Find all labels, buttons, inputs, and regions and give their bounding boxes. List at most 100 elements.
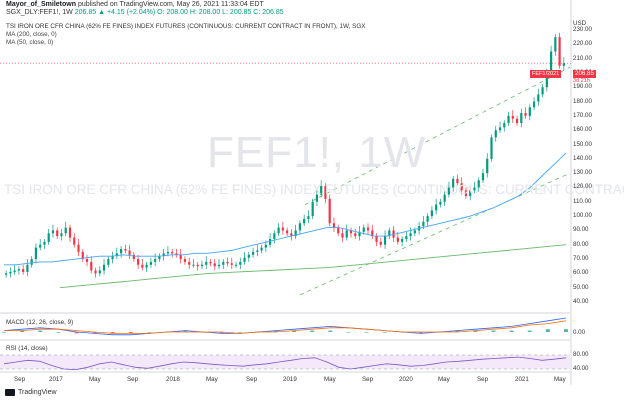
time-tick-label: May	[554, 376, 566, 383]
candle-body	[226, 261, 229, 264]
macd-histogram-bar	[564, 329, 568, 332]
candle-body	[307, 216, 310, 219]
candle-body	[290, 233, 293, 237]
candle-body	[562, 63, 565, 66]
candle-body	[490, 137, 493, 159]
candle-body	[473, 187, 476, 191]
candle-body	[273, 233, 276, 240]
candle-body	[298, 223, 302, 231]
macd-histogram-bar	[237, 332, 242, 333]
macd-histogram-bar	[128, 332, 133, 334]
candle-body	[217, 264, 221, 267]
candle-body	[26, 264, 29, 272]
ma200-legend[interactable]: MA (200, close, 0)	[6, 31, 57, 38]
candle-body	[179, 254, 182, 260]
candle-body	[541, 87, 544, 95]
candle-body	[392, 230, 395, 238]
candle-body	[81, 251, 84, 260]
candle-body	[73, 237, 76, 245]
price-tick-label: 80.00	[573, 240, 589, 248]
candle-body	[22, 269, 25, 272]
time-tick-label: 2018	[166, 376, 180, 383]
candle-body	[511, 115, 514, 119]
channel-lower-line	[299, 172, 571, 296]
time-tick-label: 2021	[515, 376, 529, 383]
candle-body	[413, 230, 416, 234]
candle-body	[175, 253, 178, 255]
rsi-tick-80: 80.00	[573, 351, 589, 358]
candle-body	[409, 233, 412, 237]
candle-body	[154, 259, 157, 262]
candle-body	[13, 270, 16, 272]
time-tick-label: Sep	[477, 376, 489, 383]
price-tick-label: 130.00	[573, 169, 592, 177]
candle-body	[498, 127, 502, 131]
candle-body	[124, 249, 127, 251]
candle-body	[34, 247, 38, 260]
macd-histogram-bar	[527, 330, 532, 332]
candle-body	[388, 230, 391, 237]
macd-histogram-bar	[38, 330, 43, 332]
time-tick-label: May	[324, 376, 336, 383]
candle-body	[358, 231, 361, 237]
candle-body	[239, 261, 242, 265]
macd-histogram-bar	[491, 330, 496, 332]
candle-body	[481, 173, 485, 181]
price-tick-label: 90.00	[573, 226, 589, 234]
candle-body	[192, 264, 195, 266]
macd-zero-tick: 0.00	[573, 329, 586, 336]
macd-line	[3, 317, 567, 336]
candle-body	[132, 254, 135, 260]
candle-body	[209, 261, 212, 264]
rsi-legend[interactable]: RSI (14, close)	[6, 345, 48, 352]
candle-body	[532, 101, 536, 108]
candle-body	[39, 244, 42, 248]
candle-body	[349, 230, 353, 234]
footer-brand[interactable]: TradingView	[18, 389, 57, 396]
time-tick-label: May	[89, 376, 101, 383]
macd-histogram-bar	[310, 330, 315, 332]
candle-body	[158, 256, 161, 260]
price-tick-label: 150.00	[573, 140, 592, 148]
candle-body	[243, 257, 246, 262]
candle-body	[549, 51, 553, 73]
price-tick-label: 100.00	[573, 212, 592, 220]
candle-body	[286, 230, 289, 234]
price-tick-label: 70.00	[573, 255, 589, 263]
candle-body	[558, 37, 561, 66]
candle-body	[247, 254, 250, 258]
candle-body	[469, 190, 472, 197]
candle-body	[503, 123, 506, 128]
macd-histogram-bar	[147, 332, 152, 333]
candle-body	[56, 230, 59, 237]
time-tick-label: 2017	[49, 376, 63, 383]
time-tick-label: Sep	[14, 376, 26, 383]
candle-body	[315, 194, 319, 202]
time-tick-label: 2019	[283, 376, 297, 383]
macd-histogram-bar	[418, 332, 423, 334]
time-tick-label: Sep	[362, 376, 374, 383]
price-tick-label: 110.00	[573, 197, 592, 205]
candle-body	[524, 113, 527, 116]
candle-body	[371, 230, 374, 237]
candle-body	[396, 237, 399, 242]
macd-histogram-bar	[328, 330, 333, 332]
candle-body	[264, 244, 267, 248]
candle-body	[115, 253, 118, 257]
tradingview-logo-icon	[5, 389, 15, 396]
watermark-symbol: FEF1!, 1W	[207, 128, 427, 177]
ma50-line	[4, 152, 567, 266]
author-name[interactable]: Mayor_of_Smiletown	[6, 1, 77, 8]
candle-body	[345, 230, 348, 238]
macd-legend[interactable]: MACD (12, 26, close, 9)	[6, 319, 74, 326]
price-tick-label: 160.00	[573, 126, 592, 134]
macd-histogram-bar	[346, 332, 351, 333]
ma50-legend[interactable]: MA (50, close, 0)	[6, 39, 54, 46]
candle-body	[303, 218, 306, 224]
candle-body	[537, 94, 540, 102]
channel-upper-line	[304, 66, 571, 206]
candle-body	[68, 227, 72, 238]
candle-body	[111, 256, 114, 260]
